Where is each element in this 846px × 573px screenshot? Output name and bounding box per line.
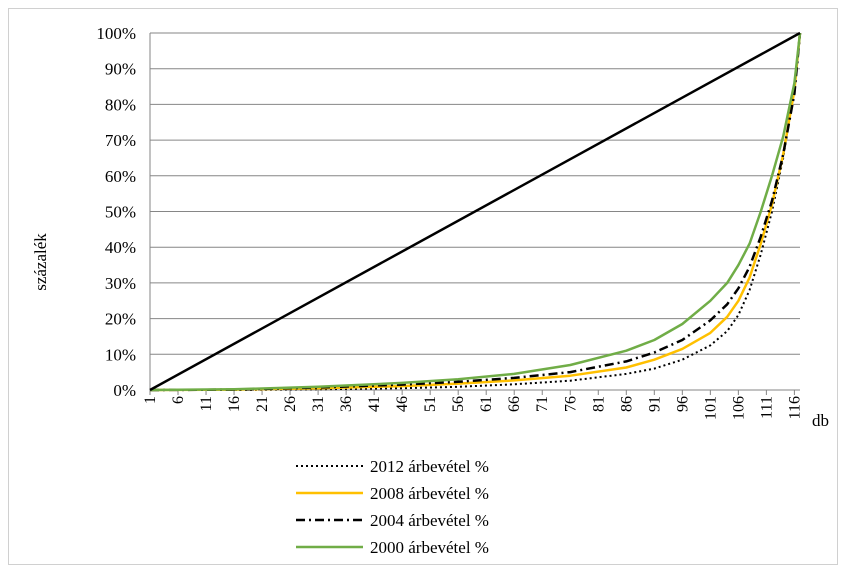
series-line-0 (149, 31, 801, 392)
x-tick-label: 101 (702, 396, 719, 420)
y-tick-label: 70% (105, 131, 136, 150)
chart-frame (8, 8, 838, 565)
legend-label: 2012 árbevétel % (370, 457, 489, 476)
legend-label: 2000 árbevétel % (370, 538, 489, 557)
y-tick-label: 100% (96, 24, 136, 43)
x-tick-label: 1 (142, 396, 159, 404)
series-line-3 (149, 32, 802, 392)
x-tick-label: 116 (786, 396, 803, 419)
x-tick-label: 86 (618, 396, 635, 412)
y-tick-labels: 0% 10% 20% 30% 40% 50% 60% 70% 80% 90% 100% (96, 24, 136, 400)
legend: 2012 árbevétel % 2008 árbevétel % 2004 árb… (296, 457, 489, 557)
x-tick-label: 91 (646, 396, 663, 412)
y-tick-label: 10% (105, 345, 136, 364)
y-tick-label: 0% (113, 381, 136, 400)
y-tick-label: 40% (105, 238, 136, 257)
series-line-4 (149, 32, 802, 392)
y-axis-title: százalék (31, 233, 50, 291)
y-tick-label: 20% (105, 310, 136, 329)
x-tick-label: 81 (590, 396, 607, 412)
y-tick-label: 60% (105, 167, 136, 186)
y-tick-label: 90% (105, 60, 136, 79)
x-tick-label: 56 (450, 396, 467, 412)
y-tick-label: 50% (105, 203, 136, 222)
x-axis-title: db (812, 411, 829, 430)
x-tick-label: 11 (198, 396, 215, 411)
y-tick-label: 80% (105, 95, 136, 114)
x-tick-label: 111 (758, 396, 775, 419)
legend-label: 2004 árbevétel % (370, 511, 489, 530)
x-tick-label: 21 (254, 396, 271, 412)
x-tick-label: 96 (674, 396, 691, 412)
legend-label: 2008 árbevétel % (370, 484, 489, 503)
x-tick-label: 106 (730, 396, 747, 420)
x-tick-labels: 1 6 11 16 21 26 31 36 41 46 51 56 61 66 71 76 81 86 91 96 10… (142, 396, 803, 420)
y-tick-label: 30% (105, 274, 136, 293)
x-tick-label: 71 (534, 396, 551, 412)
x-tick-label: 41 (366, 396, 383, 412)
x-tick-label: 31 (310, 396, 327, 412)
x-tick-label: 66 (506, 396, 523, 412)
x-tick-label: 36 (338, 396, 355, 412)
x-tick-label: 6 (170, 396, 187, 404)
x-tick-label: 46 (394, 396, 411, 412)
series-lines (149, 31, 802, 392)
x-tick-label: 76 (562, 396, 579, 412)
x-tick-label: 51 (422, 396, 439, 412)
x-tick-label: 16 (226, 396, 243, 412)
x-tick-label: 61 (478, 396, 495, 412)
x-tick-label: 26 (282, 396, 299, 412)
